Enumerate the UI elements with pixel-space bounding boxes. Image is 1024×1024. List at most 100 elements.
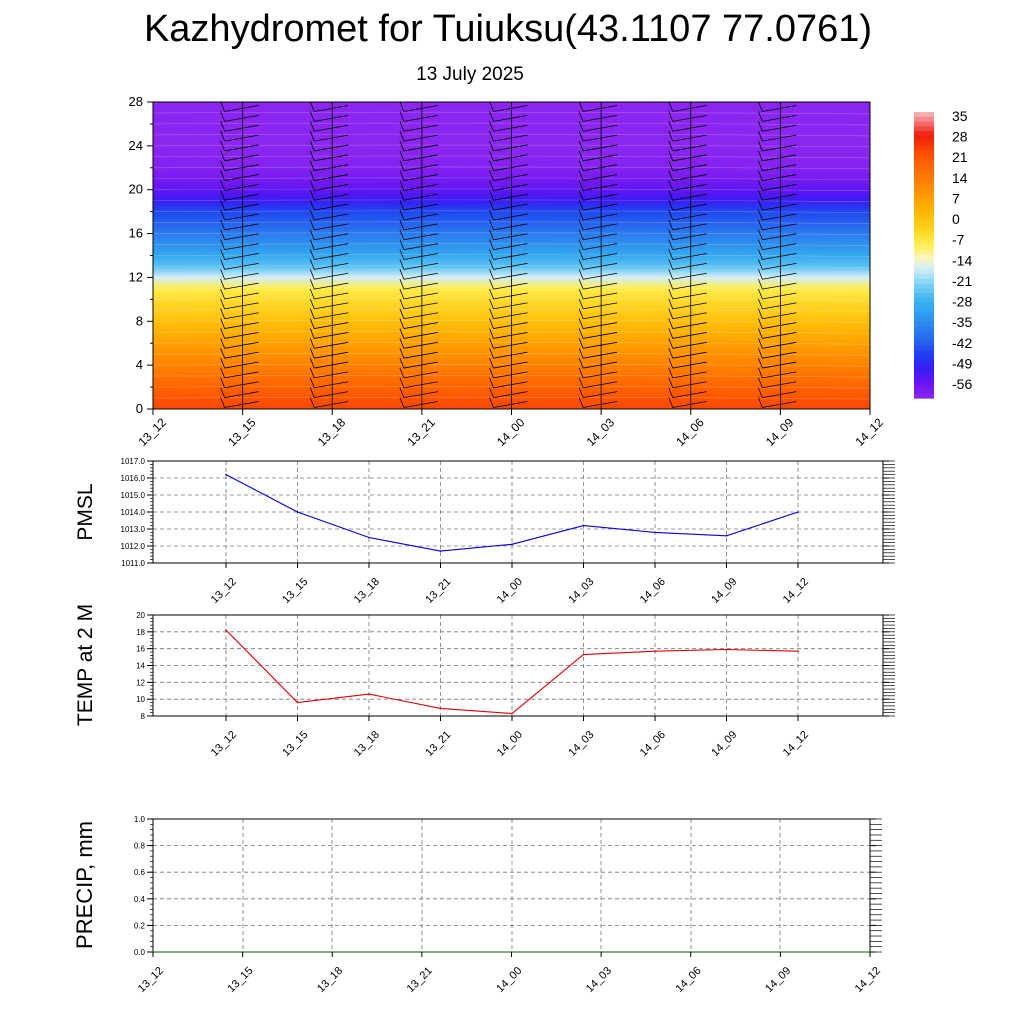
colorbar-segment [914,274,934,280]
wind-barb [578,259,618,270]
data-point [225,473,227,476]
colorbar-label: -7 [952,232,965,248]
y-tick-label: 1015.0 [121,491,146,500]
wind-barb [578,318,618,329]
x-tick-label: 13_12 [136,965,166,995]
x-tick-label: 14_06 [673,415,707,449]
wind-barb [758,249,797,260]
colorbar-segment [914,188,934,194]
wind-barb [578,170,618,181]
wind-barb [309,298,349,310]
wind-barb [668,318,707,329]
wind-barb [399,111,438,122]
wind-barb [309,348,349,359]
colorbar-segment [914,131,934,137]
wind-barb [758,318,797,329]
wind-barb [668,367,707,379]
wind-barb [489,387,528,399]
wind-barb [399,278,438,290]
colorbar-label: -42 [952,335,972,351]
data-point [439,707,442,710]
wind-barb [578,357,618,369]
wind-barb [578,397,618,408]
wind-barb [399,219,438,231]
colorbar-label: -56 [952,376,972,392]
y-tick-label: 18 [136,628,145,637]
wind-barb [489,150,528,162]
wind-barb [578,190,618,201]
colorbar-segment [914,278,934,285]
wind-barb [309,269,349,280]
colorbar-segment [914,297,934,304]
wind-barb [309,249,349,260]
wind-barb [758,328,797,339]
wind-barb [399,209,438,221]
wind-barb [758,269,797,280]
wind-barb [220,219,259,231]
colorbar-label: 14 [952,170,968,186]
wind-barb [668,397,707,408]
colorbar-segment [914,312,934,318]
wind-barb [309,200,349,211]
colorbar-label: 35 [952,108,968,124]
wind-barb [758,348,797,359]
wind-barb [758,180,797,191]
wind-barb [668,121,707,132]
wind-barb [309,160,349,172]
colorbar-segment [914,169,934,175]
wind-barb [668,348,707,359]
wind-barb [309,180,349,191]
wind-barb [399,328,438,339]
wind-barb [758,288,797,300]
y-tick-label: 20 [136,611,145,620]
wind-barb [578,278,618,290]
x-tick-label: 14_00 [495,729,525,759]
colorbar-segment [914,331,934,337]
wind-barb [399,397,438,408]
data-point [797,511,799,513]
wind-barb [220,239,259,251]
colorbar-label: 28 [952,129,968,145]
wind-barb [668,298,707,310]
wind-barb [399,288,438,300]
wind-barb [578,367,618,379]
y-tick-label: 1012.0 [121,542,146,551]
data-point [296,511,299,513]
y-tick-label: 8 [136,313,143,328]
wind-barb [399,259,438,270]
wind-barb [758,298,797,310]
wind-barb [309,101,349,112]
colorbar-segment [914,283,934,289]
colorbar-segment [914,240,934,247]
x-tick-label: 14_12 [853,965,883,995]
colorbar-segment [914,235,934,242]
wind-barb [399,160,438,172]
wind-barb [309,170,349,181]
wind-barb [399,357,438,369]
x-tick-label: 14_06 [638,576,668,606]
colorbar-segment [914,340,934,347]
wind-barb [309,259,349,270]
wind-barb [220,338,259,349]
wind-barb [758,259,797,270]
y-tick-label: 0.0 [134,948,146,957]
colorbar-label: -14 [952,252,972,268]
x-tick-label: 14_06 [674,965,704,995]
colorbar-label: -35 [952,314,972,330]
wind-barb [220,387,259,399]
wind-barb [489,101,528,112]
y-tick-label: 10 [136,695,145,704]
y-tick-label: 12 [136,678,145,687]
wind-barb [309,209,349,221]
wind-barb [758,130,797,142]
wind-barb [399,190,438,201]
x-tick-label: 13_12 [135,415,169,449]
y-tick-label: 8 [141,712,146,721]
y-tick-label: 20 [129,182,143,197]
wind-barb [220,200,259,211]
y-tick-label: 0.6 [134,868,146,877]
x-tick-label: 13_18 [315,965,345,995]
wind-barb [578,269,618,280]
x-tick-label: 14_00 [495,576,525,606]
wind-barb [399,367,438,379]
